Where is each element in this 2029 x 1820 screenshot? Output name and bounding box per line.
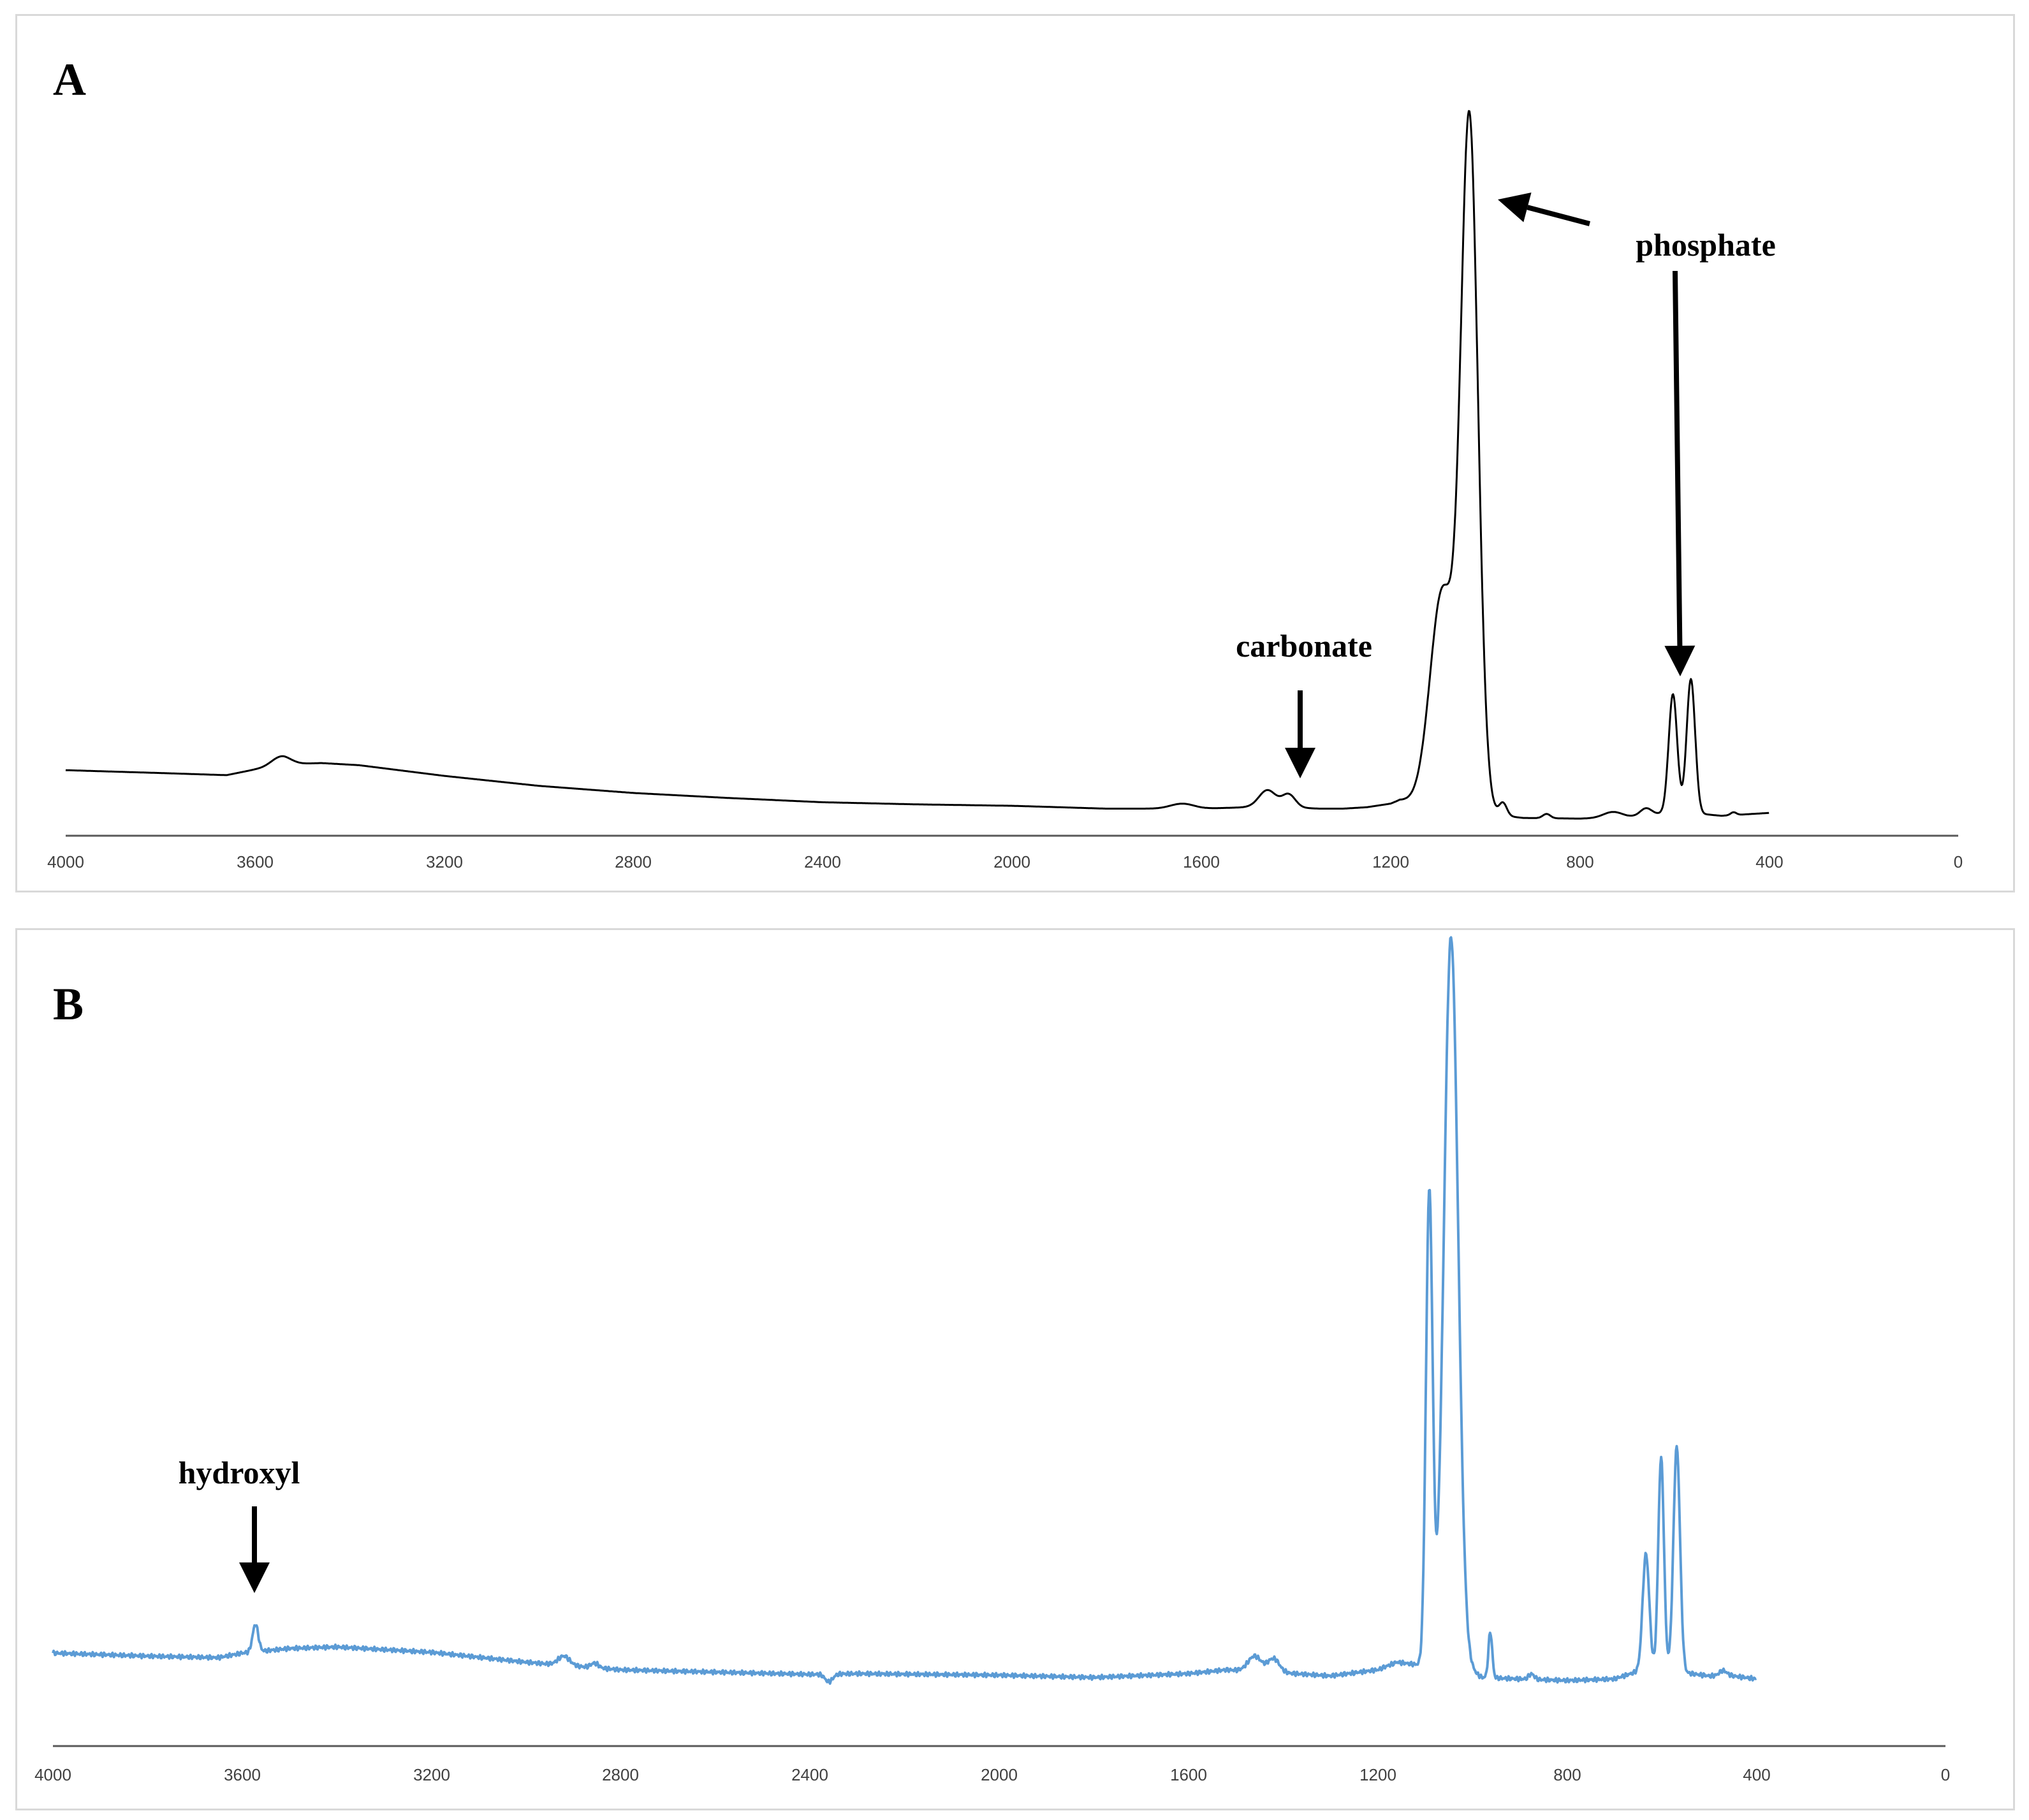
panel-label-b: B [53, 979, 84, 1030]
arrow-phosphate-upper [1498, 193, 1591, 226]
x-tick-label: 4000 [34, 1765, 71, 1784]
x-tick-label: 1200 [1372, 852, 1409, 871]
panel-label-a: A [53, 54, 86, 105]
x-tick-label: 800 [1566, 852, 1593, 871]
spectrum-line-b [52, 936, 1757, 1685]
x-tick-label: 400 [1743, 1765, 1770, 1784]
annotation-hydroxyl: hydroxyl [179, 1455, 300, 1490]
spectrum-series-b [52, 936, 1757, 1685]
arrow-carbonate [1285, 690, 1315, 778]
annotations-b: hydroxyl [179, 1455, 300, 1593]
annotation-carbonate: carbonate [1236, 628, 1372, 664]
x-tick-label: 3600 [224, 1765, 261, 1784]
x-tick-label: 2400 [791, 1765, 828, 1784]
x-tick-label: 2400 [804, 852, 841, 871]
x-tick-label: 3600 [237, 852, 274, 871]
panel-a: A 4000 3600 3200 2800 2400 2000 1600 1200 800 400… [15, 14, 2015, 892]
x-tick-label: 1200 [1359, 1765, 1396, 1784]
x-tick-label: 3200 [413, 1765, 450, 1784]
x-tick-label: 800 [1553, 1765, 1581, 1784]
x-tick-label: 3200 [426, 852, 463, 871]
x-tick-label: 4000 [47, 852, 84, 871]
chart-a-svg: A 4000 3600 3200 2800 2400 2000 1600 1200 800 400… [47, 54, 1963, 871]
panel-b: B 4000 3600 3200 2800 2400 2000 1600 1200 800 400… [15, 928, 2015, 1810]
x-tick-labels-b: 4000 3600 3200 2800 2400 2000 1600 1200 800 400 0 [34, 1765, 1950, 1784]
x-tick-label: 400 [1755, 852, 1783, 871]
x-tick-labels-a: 4000 3600 3200 2800 2400 2000 1600 1200 800 400 0 [47, 852, 1963, 871]
annotations-a: carbonate phosphate [1236, 193, 1776, 778]
x-tick-label: 2800 [615, 852, 652, 871]
annotation-phosphate: phosphate [1636, 227, 1776, 263]
x-tick-label: 0 [1941, 1765, 1950, 1784]
x-tick-label: 2000 [981, 1765, 1018, 1784]
arrow-hydroxyl [239, 1506, 270, 1593]
x-tick-label: 2000 [993, 852, 1030, 871]
x-tick-label: 1600 [1183, 852, 1220, 871]
spectrum-line-a [65, 110, 1769, 820]
x-tick-label: 1600 [1170, 1765, 1207, 1784]
spectrum-series-a [65, 110, 1769, 820]
x-tick-label: 0 [1954, 852, 1963, 871]
chart-b-svg: B 4000 3600 3200 2800 2400 2000 1600 1200 800 400… [34, 936, 1950, 1784]
arrow-phosphate-lower [1664, 270, 1696, 676]
x-tick-label: 2800 [602, 1765, 639, 1784]
